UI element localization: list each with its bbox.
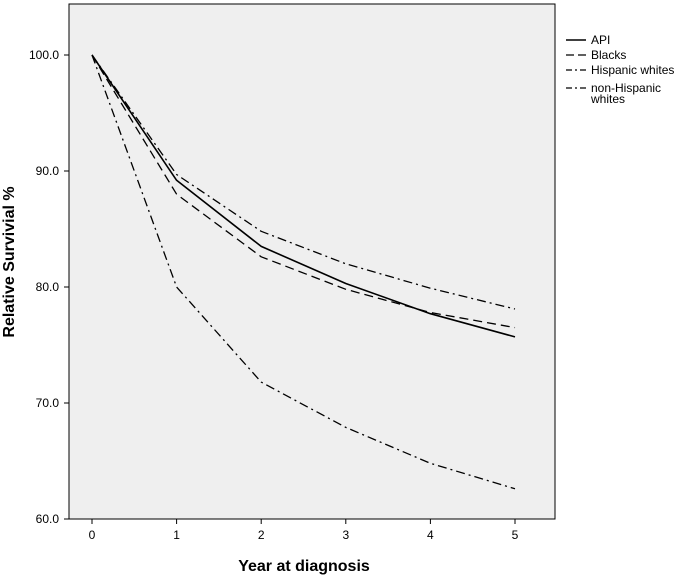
- y-tick-label: 70.0: [36, 396, 60, 410]
- y-tick-label: 60.0: [36, 512, 60, 526]
- legend-label: non-Hispanic: [591, 81, 661, 95]
- series-line-hispanic-whites: [91, 54, 516, 310]
- plot-area: [68, 3, 556, 520]
- legend-label: whites: [590, 92, 625, 106]
- y-tick-label: 80.0: [36, 280, 60, 294]
- legend-label: Hispanic whites: [591, 63, 674, 77]
- x-tick-label: 1: [173, 528, 180, 542]
- series-lines: [91, 54, 516, 490]
- x-tick-label: 5: [512, 528, 519, 542]
- series-line-blacks: [91, 54, 516, 329]
- legend-label: Blacks: [591, 48, 626, 62]
- x-axis-title: Year at diagnosis: [238, 558, 370, 575]
- series-line-non-hispanic-whites: [91, 54, 516, 490]
- y-tick-label: 90.0: [36, 164, 60, 178]
- x-tick-label: 0: [89, 528, 96, 542]
- series-line-api: [91, 54, 516, 338]
- x-tick-label: 2: [258, 528, 265, 542]
- y-axis: 60.0 70.0 80.0 90.0 100.0: [29, 48, 69, 526]
- x-axis: 0 1 2 3 4 5: [89, 519, 519, 542]
- legend-label: API: [591, 33, 610, 47]
- y-tick-label: 100.0: [29, 48, 59, 62]
- y-axis-title: Relative Survivial %: [1, 186, 18, 337]
- x-tick-label: 4: [427, 528, 434, 542]
- x-tick-label: 3: [342, 528, 349, 542]
